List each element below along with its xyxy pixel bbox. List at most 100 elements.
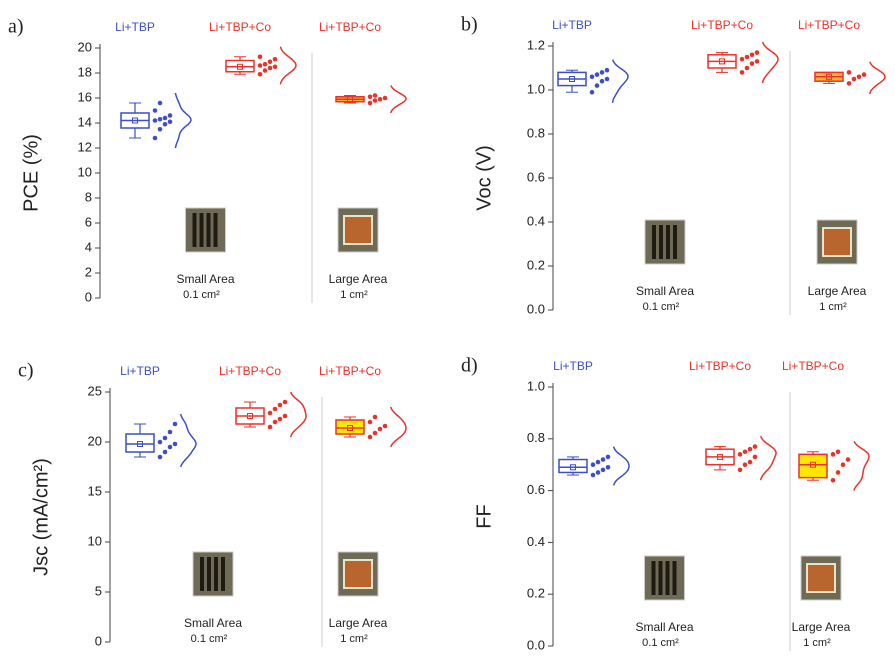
y-axis-label: FF [473,504,495,528]
point [748,447,753,452]
point [158,117,163,122]
annotation: 1 cm² [803,637,831,649]
point [852,77,857,82]
point [173,422,178,427]
violin [763,42,779,83]
box [336,420,364,434]
group-label: Li+TBP+Co [319,364,381,378]
annotation: Large Area [792,620,851,634]
point [596,470,601,475]
annotation: 0.1 cm² [643,301,680,313]
y-tick-label: 0.6 [527,482,545,497]
y-tick-label: 0.6 [527,169,545,184]
point [168,119,173,124]
point [601,457,606,462]
group-label: Li+TBP+Co [689,359,751,373]
page: a)PCE (%)02468101214161820Li+TBPLi+TBP+C… [0,0,895,659]
y-tick-label: 15 [88,483,102,498]
device-cell [214,213,218,247]
point [745,55,750,60]
point [753,455,758,460]
point [738,452,743,457]
point [273,57,278,62]
group-label: Li+TBP+Co [782,359,844,373]
point [862,72,867,77]
point [368,420,373,425]
point [283,400,288,405]
device-cell [214,557,218,591]
point [738,468,743,473]
device-cell [652,225,656,259]
annotation: Large Area [329,272,388,286]
point [378,427,383,432]
point [591,462,596,467]
violin [291,392,306,437]
y-tick-label: 0.4 [527,534,545,549]
y-tick-label: 12 [78,139,92,154]
point [268,59,273,64]
point [753,444,758,449]
point [847,70,852,75]
y-tick-label: 20 [88,433,102,448]
device-active-area [344,216,372,244]
annotation: Small Area [635,620,693,634]
point [368,435,373,440]
device-cell [673,225,677,259]
annotation: 1 cm² [340,289,368,301]
annotation: 1 cm² [819,301,847,313]
point [857,75,862,80]
point [743,449,748,454]
point [168,430,173,435]
point [596,460,601,465]
y-tick-label: 10 [88,533,102,548]
violin [391,86,406,114]
y-tick-label: 0 [95,633,102,648]
point [831,452,836,457]
y-tick-label: 0.2 [527,257,545,272]
violin [280,47,296,85]
annotation: Large Area [808,284,867,298]
violin [175,93,191,148]
point [750,53,755,58]
point [368,94,373,99]
y-tick-label: 0.4 [527,213,545,228]
y-tick-label: 0 [85,289,92,304]
point [841,462,846,467]
device-cell [673,561,677,595]
point [153,118,158,123]
y-tick-label: 1.0 [527,81,545,96]
annotation: 0.1 cm² [191,633,228,645]
device-active-area [823,228,851,256]
group-label: Li+TBP+Co [219,364,281,378]
y-tick-label: 1.0 [527,378,545,393]
panel-label: d) [461,355,478,377]
point [591,473,596,478]
point [373,415,378,420]
point [600,79,605,84]
point [745,66,750,71]
figure: a)PCE (%)02468101214161820Li+TBPLi+TBP+C… [0,0,895,659]
y-tick-label: 0.8 [527,125,545,140]
point [605,77,610,82]
device-cell [652,561,656,595]
y-tick-label: 10 [78,164,92,179]
point [173,442,178,447]
point [373,431,378,436]
device-cell [659,225,663,259]
panel-label: b) [461,14,478,36]
y-tick-label: 8 [85,189,92,204]
y-axis-label: PCE (%) [20,134,42,212]
group-label: Li+TBP+Co [209,20,271,34]
point [268,425,273,430]
group-label: Li+TBP [120,364,160,378]
point [750,61,755,66]
point [283,414,288,419]
violin [761,436,776,480]
point [268,66,273,71]
y-tick-label: 0.0 [527,637,545,652]
point [258,72,263,77]
y-tick-label: 2 [85,264,92,279]
group-label: Li+TBP [553,359,593,373]
point [163,122,168,127]
point [606,455,611,460]
